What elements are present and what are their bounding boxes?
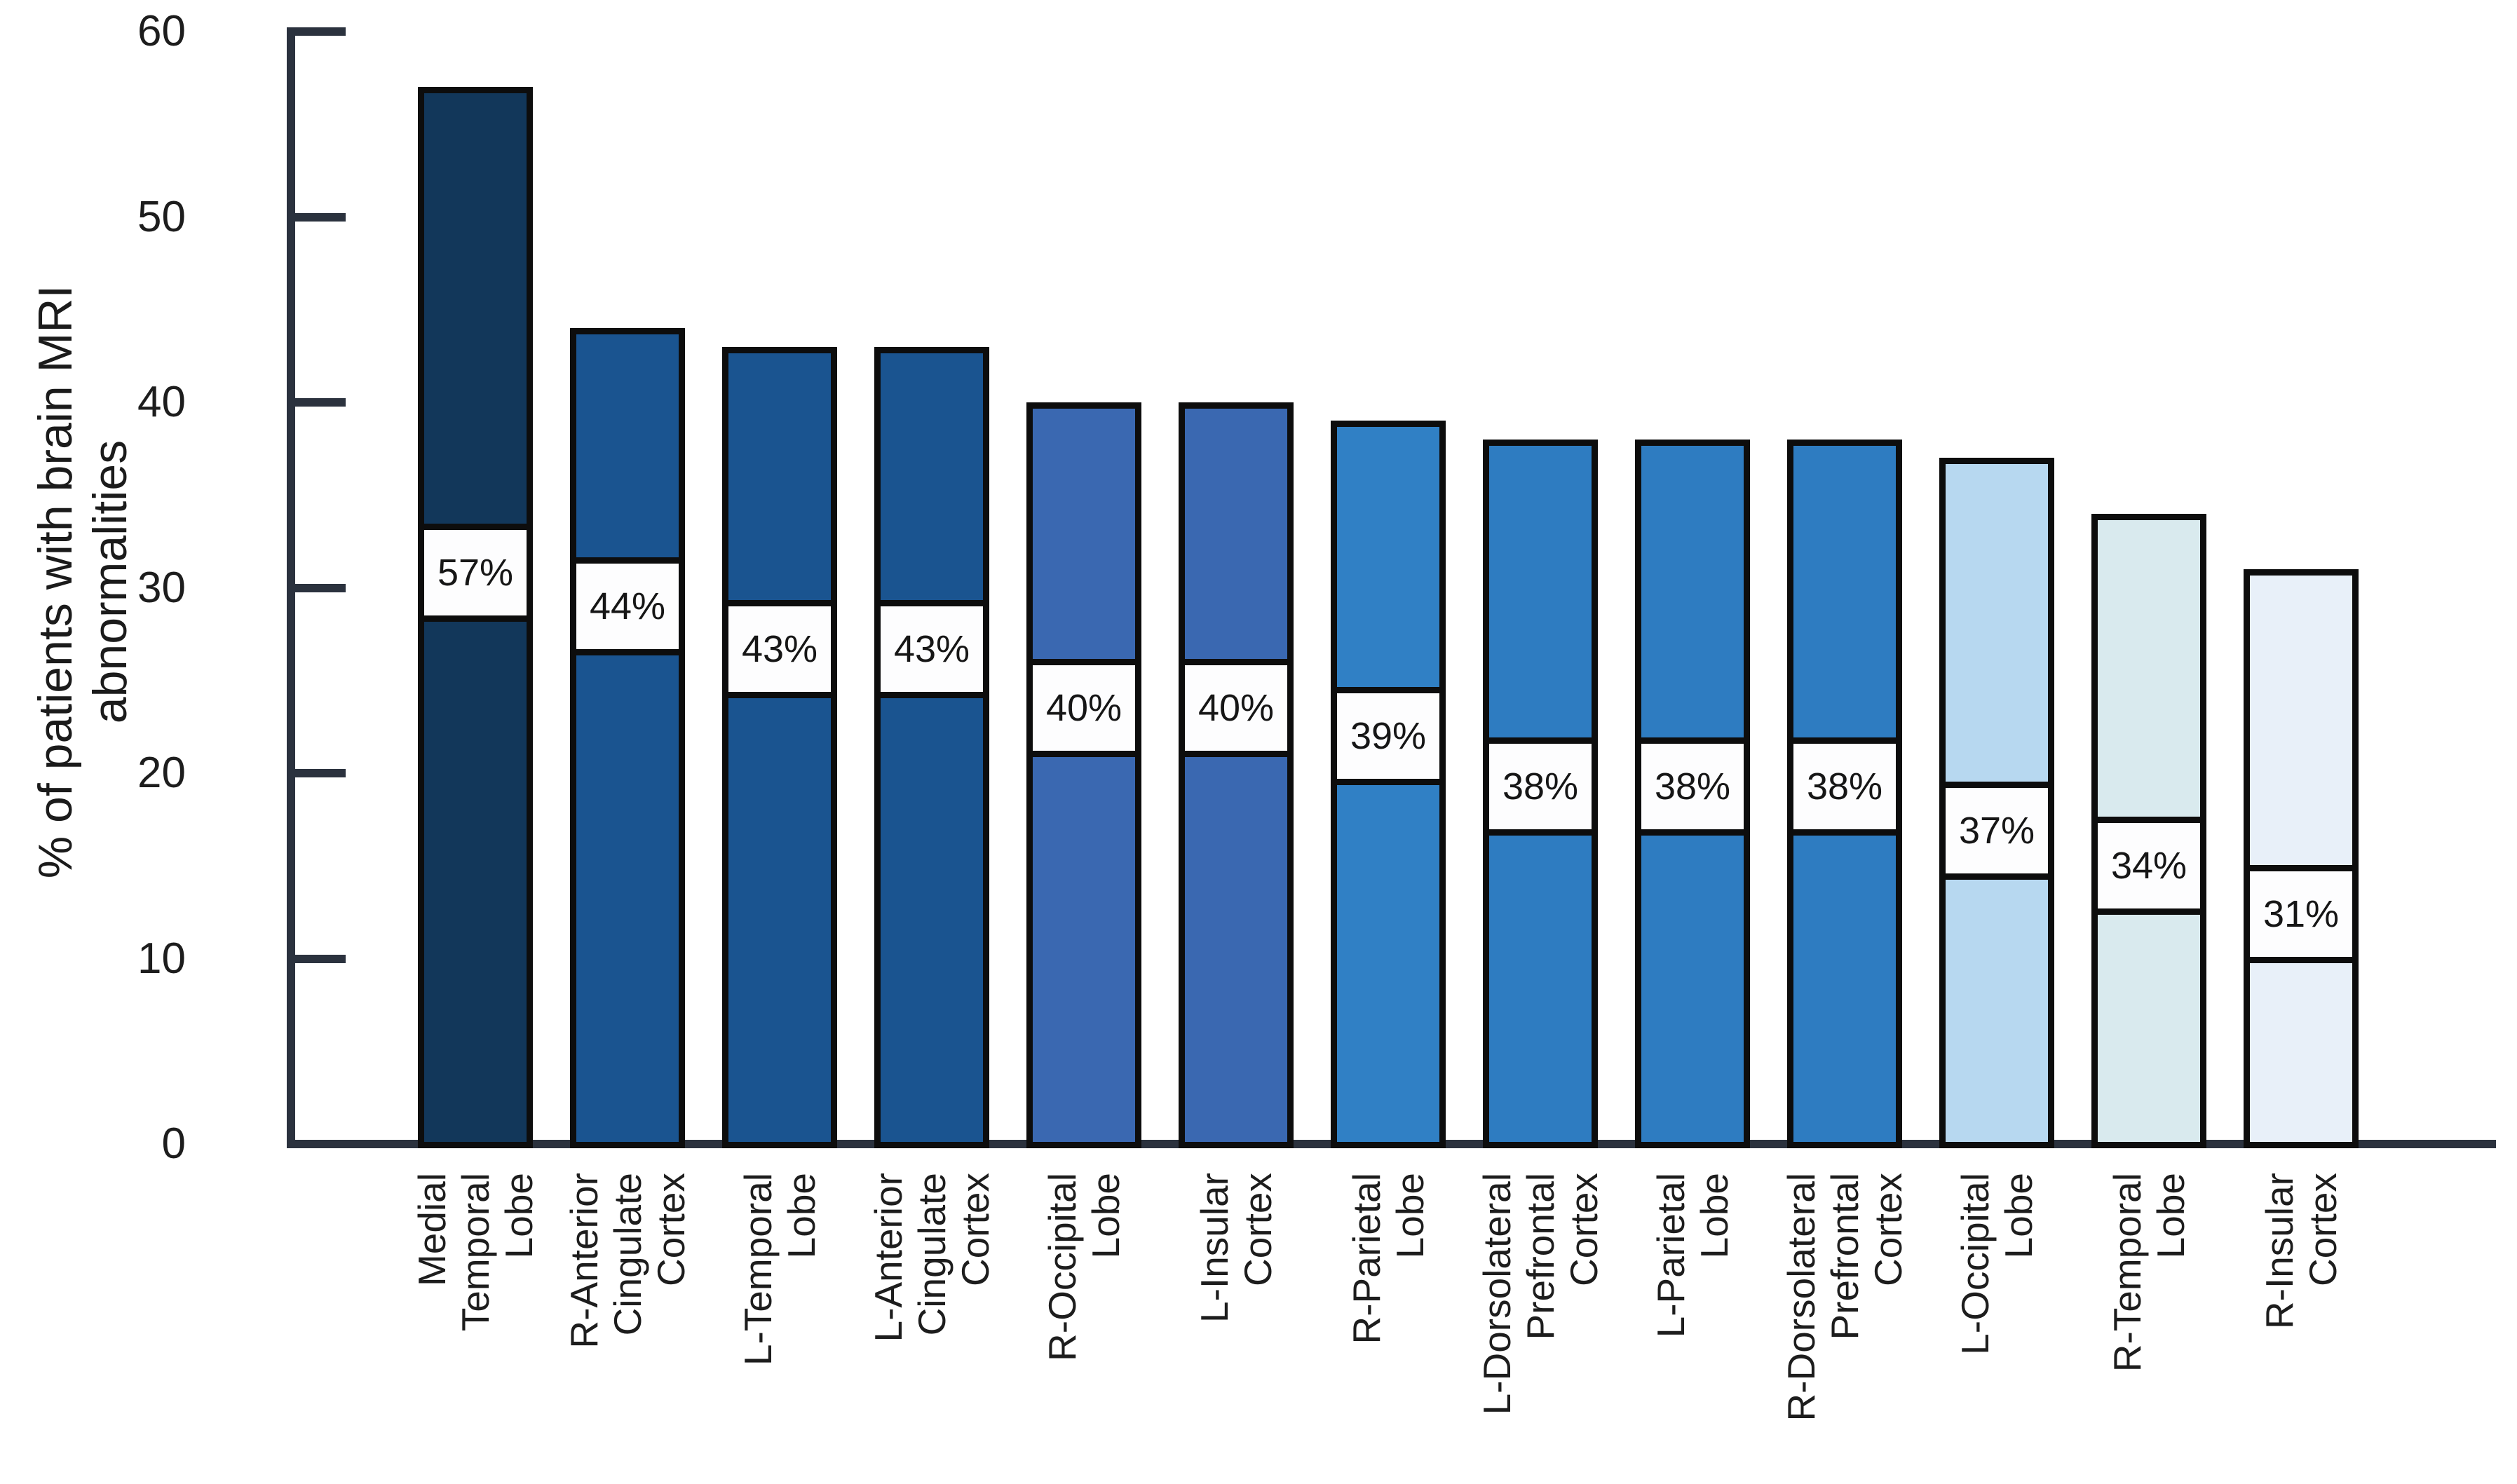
bar-value-label: 40% [1045,687,1122,730]
bar-value-band: 37% [1946,781,2048,880]
bar: 38% [1483,439,1598,1148]
y-tick [295,398,346,407]
bar-value-label: 39% [1350,715,1427,758]
bar-value-band: 43% [728,599,831,698]
y-tick [295,769,346,777]
bar-value-band: 57% [424,524,527,622]
bar-value-label: 43% [741,627,818,670]
bar: 40% [1026,402,1141,1148]
x-category-label: L-Dorsolateral Prefrontal Cortex [1475,1173,1606,1415]
y-tick-label: 30 [137,563,186,612]
bar-value-label: 43% [893,627,970,670]
bar: 38% [1635,439,1750,1148]
x-category-label: L-Insular Cortex [1193,1173,1280,1323]
bar: 34% [2091,513,2206,1148]
y-tick [295,212,346,222]
bar-value-label: 38% [1654,765,1731,808]
bar: 43% [722,346,837,1148]
x-category-label: R-Insular Cortex [2258,1173,2345,1330]
x-category-label: R-Temporal Lobe [2105,1173,2192,1373]
y-tick-label: 50 [137,192,186,241]
y-tick-label: 0 [161,1119,186,1168]
bar-value-label: 38% [1806,765,1883,808]
bar-value-band: 38% [1641,737,1744,836]
bar: 39% [1331,421,1446,1148]
bar-value-band: 39% [1337,687,1439,786]
bar-value-label: 34% [2110,845,2187,887]
bar-value-label: 31% [2262,893,2340,936]
bar: 44% [570,328,685,1148]
bar: 40% [1179,402,1294,1148]
bar: 57% [418,87,533,1148]
bar: 37% [1939,458,2054,1148]
bar-value-band: 43% [881,599,983,698]
x-category-label: L-Anterior Cingulate Cortex [867,1173,997,1342]
x-category-label: L-Parietal Lobe [1649,1173,1736,1338]
bar-value-band: 34% [2098,817,2200,915]
bar: 38% [1787,439,1902,1148]
y-tick-label: 40 [137,378,186,426]
y-tick-label: 10 [137,934,186,983]
y-axis-line [287,27,295,1148]
bar: 43% [874,346,989,1148]
x-category-label: L-Occipital Lobe [1953,1173,2040,1355]
x-category-label: L-Temporal Lobe [736,1173,823,1366]
bar-value-label: 57% [437,552,514,594]
bar-value-label: 44% [589,585,666,627]
x-category-label: R-Parietal Lobe [1345,1173,1432,1345]
bar-value-label: 40% [1198,687,1275,730]
bar-value-band: 38% [1489,737,1592,836]
x-category-label: R-Anterior Cingulate Cortex [562,1173,693,1349]
bar-value-band: 40% [1185,659,1287,758]
bar-value-label: 38% [1502,765,1579,808]
y-tick [295,27,346,36]
y-tick-label: 20 [137,749,186,797]
x-category-label: R-Occipital Lobe [1040,1173,1127,1361]
bar-value-label: 37% [1958,809,2035,852]
bar-value-band: 40% [1033,659,1135,758]
x-category-label: R-Dorsolateral Prefrontal Cortex [1779,1173,1910,1422]
bar: 31% [2244,569,2359,1148]
y-tick-label: 60 [137,7,186,55]
bar-value-band: 31% [2250,865,2352,964]
y-tick [295,954,346,963]
x-category-label: Medial Temporal Lobe [410,1173,541,1332]
y-tick [295,583,346,592]
bar-value-band: 38% [1793,737,1896,836]
bar-value-band: 44% [576,557,679,655]
